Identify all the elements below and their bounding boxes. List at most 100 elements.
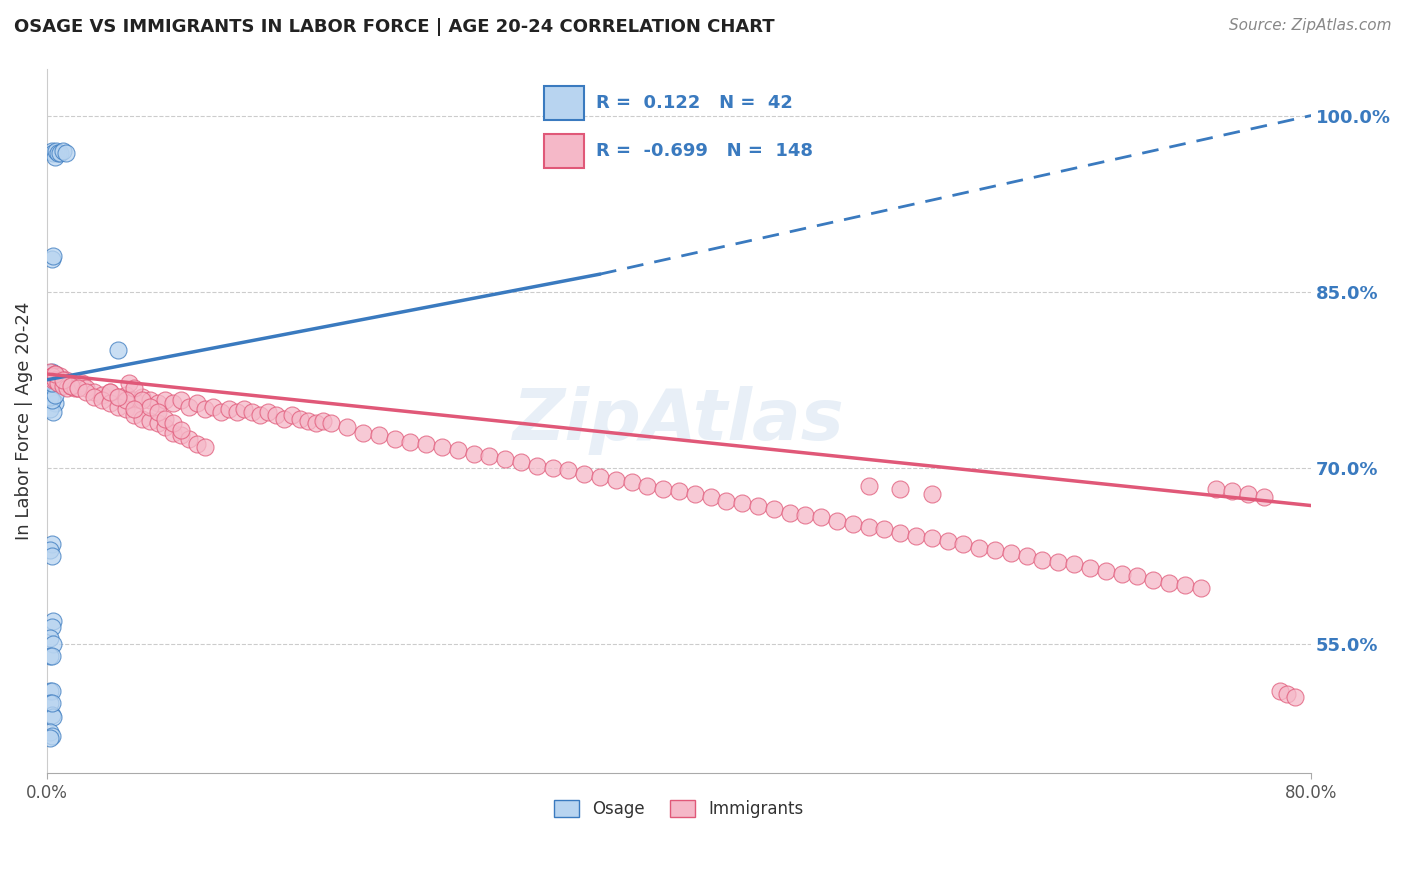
Point xyxy=(557,463,579,477)
Point xyxy=(218,402,240,417)
Point xyxy=(194,402,217,417)
Point xyxy=(41,696,63,710)
Point xyxy=(1189,581,1212,595)
Point xyxy=(1015,549,1038,563)
Point xyxy=(1111,566,1133,581)
Point xyxy=(41,549,63,563)
Point xyxy=(42,710,65,724)
Point xyxy=(41,369,63,384)
Point xyxy=(70,376,93,391)
Point xyxy=(59,378,82,392)
Point xyxy=(39,696,62,710)
Point xyxy=(46,373,69,387)
Point xyxy=(1284,690,1306,704)
Point xyxy=(1157,576,1180,591)
Point xyxy=(138,414,160,428)
Point xyxy=(122,381,145,395)
Point xyxy=(1253,491,1275,505)
Point xyxy=(46,146,69,161)
Point xyxy=(209,404,232,418)
Point xyxy=(605,473,627,487)
Point xyxy=(42,373,65,387)
Point xyxy=(257,404,280,418)
Point xyxy=(225,404,247,418)
Point xyxy=(905,529,928,543)
Point xyxy=(52,373,75,387)
Point xyxy=(716,494,738,508)
Point xyxy=(44,367,66,381)
Point xyxy=(162,396,184,410)
Point xyxy=(952,537,974,551)
Point xyxy=(810,510,832,524)
Point xyxy=(98,384,121,399)
Y-axis label: In Labor Force | Age 20-24: In Labor Force | Age 20-24 xyxy=(15,301,32,541)
Point xyxy=(233,402,256,417)
Point xyxy=(858,519,880,533)
Point xyxy=(1031,552,1053,566)
Point xyxy=(463,447,485,461)
Point xyxy=(1142,573,1164,587)
Point xyxy=(873,522,896,536)
Point xyxy=(44,388,66,402)
Point xyxy=(42,369,65,384)
Text: ZipAtlas: ZipAtlas xyxy=(513,386,845,456)
Point xyxy=(41,252,63,266)
Point xyxy=(146,417,169,431)
Point xyxy=(39,402,62,417)
Point xyxy=(304,417,326,431)
Point xyxy=(984,543,1007,558)
Text: R =  0.122   N =  42: R = 0.122 N = 42 xyxy=(596,94,793,112)
Point xyxy=(155,411,177,425)
Point xyxy=(52,376,75,391)
Point xyxy=(39,725,62,739)
Point xyxy=(288,411,311,425)
Point xyxy=(91,392,114,407)
Point xyxy=(98,384,121,399)
Point xyxy=(399,435,422,450)
Point xyxy=(179,432,201,446)
Point xyxy=(49,373,72,387)
Point xyxy=(41,619,63,633)
Point xyxy=(138,400,160,414)
Point xyxy=(41,369,63,384)
Point xyxy=(186,437,208,451)
Point xyxy=(107,343,129,358)
Point xyxy=(131,392,153,407)
Point xyxy=(541,461,564,475)
Point xyxy=(447,443,470,458)
Point xyxy=(352,425,374,440)
Point xyxy=(41,707,63,722)
Point xyxy=(39,648,62,663)
Point xyxy=(652,482,675,496)
Point xyxy=(59,378,82,392)
Point xyxy=(131,411,153,425)
Point xyxy=(1126,569,1149,583)
Point xyxy=(281,408,304,422)
Point xyxy=(44,396,66,410)
Point xyxy=(1047,555,1070,569)
Legend: Osage, Immigrants: Osage, Immigrants xyxy=(547,794,810,825)
Point xyxy=(921,532,943,546)
Point xyxy=(336,420,359,434)
Point xyxy=(747,499,769,513)
Point xyxy=(44,367,66,381)
Point xyxy=(118,376,141,391)
Point xyxy=(41,144,63,158)
Point xyxy=(115,402,138,417)
Point xyxy=(668,484,690,499)
Point xyxy=(1237,487,1260,501)
Point xyxy=(312,414,335,428)
Point xyxy=(240,404,263,418)
Point xyxy=(55,146,77,161)
Point xyxy=(170,423,193,437)
Point xyxy=(67,381,90,395)
Point xyxy=(1174,578,1197,592)
Point xyxy=(842,517,865,532)
Point xyxy=(41,365,63,379)
Point xyxy=(1063,558,1085,572)
Point xyxy=(48,369,70,384)
Point xyxy=(779,506,801,520)
Point xyxy=(107,400,129,414)
Point xyxy=(155,420,177,434)
Point xyxy=(526,458,548,473)
